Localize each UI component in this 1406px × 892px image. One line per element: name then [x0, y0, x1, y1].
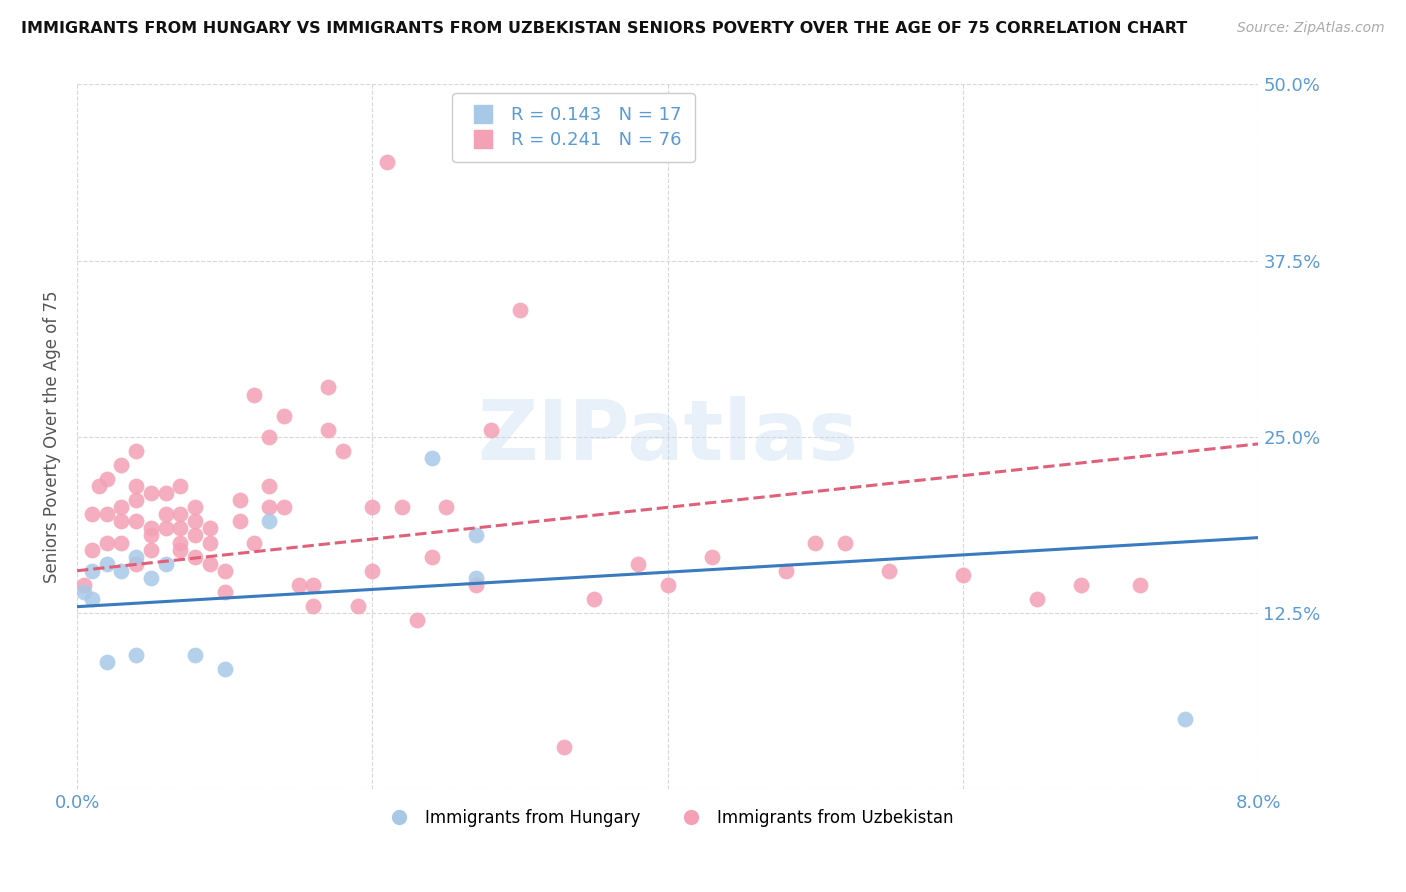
- Point: [257, 515, 280, 529]
- Point: [80, 542, 103, 557]
- Point: [73, 578, 96, 592]
- Point: [169, 508, 191, 522]
- Point: [391, 500, 413, 515]
- Point: [169, 542, 191, 557]
- Point: [509, 302, 531, 317]
- Point: [110, 458, 132, 472]
- Point: [952, 568, 974, 582]
- Point: [125, 648, 148, 663]
- Point: [877, 564, 900, 578]
- Point: [80, 508, 103, 522]
- Point: [361, 564, 384, 578]
- Text: IMMIGRANTS FROM HUNGARY VS IMMIGRANTS FROM UZBEKISTAN SENIORS POVERTY OVER THE A: IMMIGRANTS FROM HUNGARY VS IMMIGRANTS FR…: [21, 21, 1187, 36]
- Point: [257, 500, 280, 515]
- Point: [316, 423, 339, 437]
- Point: [273, 409, 295, 423]
- Point: [464, 528, 486, 542]
- Point: [139, 486, 162, 500]
- Point: [139, 571, 162, 585]
- Point: [346, 599, 368, 613]
- Point: [228, 515, 250, 529]
- Point: [80, 564, 103, 578]
- Point: [405, 613, 427, 627]
- Point: [110, 535, 132, 549]
- Point: [302, 578, 325, 592]
- Point: [361, 500, 384, 515]
- Point: [214, 662, 236, 676]
- Point: [125, 444, 148, 458]
- Point: [169, 535, 191, 549]
- Point: [553, 739, 575, 754]
- Point: [184, 500, 207, 515]
- Legend: Immigrants from Hungary, Immigrants from Uzbekistan: Immigrants from Hungary, Immigrants from…: [375, 803, 960, 834]
- Point: [184, 528, 207, 542]
- Point: [700, 549, 723, 564]
- Point: [96, 535, 118, 549]
- Point: [110, 564, 132, 578]
- Point: [257, 479, 280, 493]
- Point: [155, 557, 177, 571]
- Point: [302, 599, 325, 613]
- Point: [420, 549, 443, 564]
- Point: [198, 535, 221, 549]
- Point: [198, 521, 221, 535]
- Y-axis label: Seniors Poverty Over the Age of 75: Seniors Poverty Over the Age of 75: [44, 291, 60, 583]
- Point: [139, 542, 162, 557]
- Point: [73, 585, 96, 599]
- Point: [1129, 578, 1152, 592]
- Point: [479, 423, 502, 437]
- Point: [464, 571, 486, 585]
- Text: ZIPatlas: ZIPatlas: [477, 396, 858, 477]
- Point: [96, 557, 118, 571]
- Point: [155, 521, 177, 535]
- Point: [96, 472, 118, 486]
- Point: [125, 479, 148, 493]
- Point: [316, 380, 339, 394]
- Point: [125, 557, 148, 571]
- Point: [96, 508, 118, 522]
- Point: [214, 585, 236, 599]
- Point: [184, 549, 207, 564]
- Point: [834, 535, 856, 549]
- Point: [80, 591, 103, 606]
- Point: [169, 521, 191, 535]
- Point: [243, 387, 266, 401]
- Point: [169, 479, 191, 493]
- Point: [1026, 591, 1049, 606]
- Point: [198, 557, 221, 571]
- Point: [332, 444, 354, 458]
- Point: [464, 578, 486, 592]
- Point: [228, 493, 250, 508]
- Point: [627, 557, 650, 571]
- Point: [657, 578, 679, 592]
- Point: [96, 656, 118, 670]
- Point: [287, 578, 309, 592]
- Point: [125, 549, 148, 564]
- Point: [110, 500, 132, 515]
- Point: [775, 564, 797, 578]
- Point: [375, 155, 398, 169]
- Point: [804, 535, 827, 549]
- Point: [155, 508, 177, 522]
- Point: [257, 430, 280, 444]
- Point: [420, 450, 443, 465]
- Point: [214, 564, 236, 578]
- Point: [184, 648, 207, 663]
- Point: [155, 486, 177, 500]
- Point: [110, 515, 132, 529]
- Point: [582, 591, 605, 606]
- Point: [139, 521, 162, 535]
- Point: [243, 535, 266, 549]
- Point: [273, 500, 295, 515]
- Point: [89, 479, 111, 493]
- Point: [1174, 712, 1197, 726]
- Point: [139, 528, 162, 542]
- Point: [125, 515, 148, 529]
- Point: [1070, 578, 1092, 592]
- Point: [125, 493, 148, 508]
- Text: Source: ZipAtlas.com: Source: ZipAtlas.com: [1237, 21, 1385, 35]
- Point: [184, 515, 207, 529]
- Point: [434, 500, 457, 515]
